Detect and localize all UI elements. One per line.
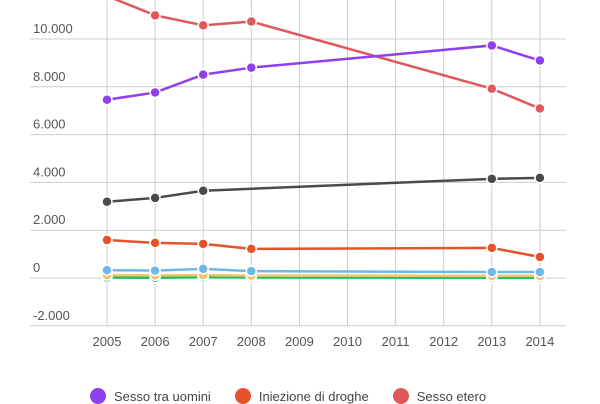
x-tick-label: 2013 — [477, 334, 506, 349]
data-point — [535, 173, 545, 183]
data-point — [150, 193, 160, 203]
series-line — [107, 178, 540, 202]
series-line — [107, 240, 540, 257]
data-point — [487, 84, 497, 94]
y-tick-label: 2.000 — [33, 212, 66, 227]
x-tick-label: 2005 — [93, 334, 122, 349]
data-point — [535, 267, 545, 277]
y-tick-label: 8.000 — [33, 69, 66, 84]
legend-label: Iniezione di droghe — [259, 389, 369, 404]
data-point — [198, 20, 208, 30]
data-point — [198, 70, 208, 80]
legend: Sesso tra uomini Iniezione di droghe Sesso… — [90, 388, 486, 404]
legend-label: Sesso tra uomini — [114, 389, 211, 404]
data-point — [487, 174, 497, 184]
legend-label: Sesso etero — [417, 389, 486, 404]
legend-swatch — [235, 388, 251, 404]
data-point — [150, 10, 160, 20]
data-point — [102, 95, 112, 105]
data-point — [102, 0, 112, 1]
x-tick-label: 2011 — [382, 334, 410, 349]
data-point — [150, 88, 160, 98]
x-tick-label: 2007 — [189, 334, 218, 349]
x-tick-label: 2009 — [285, 334, 314, 349]
legend-item: Sesso etero — [393, 388, 486, 404]
x-tick-label: 2008 — [237, 334, 266, 349]
x-tick-label: 2006 — [141, 334, 170, 349]
data-point — [102, 235, 112, 245]
series-line — [107, 45, 540, 99]
x-tick-label: 2014 — [525, 334, 554, 349]
y-tick-label: 6.000 — [33, 117, 66, 132]
data-point — [150, 266, 160, 276]
data-point — [246, 17, 256, 27]
legend-swatch — [393, 388, 409, 404]
data-point — [150, 238, 160, 248]
x-tick-label: 2010 — [333, 334, 362, 349]
data-point — [535, 252, 545, 262]
series-line — [107, 0, 540, 109]
data-point — [246, 244, 256, 254]
legend-swatch — [90, 388, 106, 404]
data-point — [487, 267, 497, 277]
series-line — [107, 275, 540, 276]
data-point — [535, 56, 545, 66]
data-point — [198, 264, 208, 274]
data-point — [102, 265, 112, 275]
data-point — [102, 197, 112, 207]
y-tick-label: 4.000 — [33, 164, 66, 179]
series-line — [107, 269, 540, 272]
y-tick-label: 0 — [33, 260, 40, 275]
legend-item: Iniezione di droghe — [235, 388, 369, 404]
legend-item: Sesso tra uomini — [90, 388, 211, 404]
data-point — [535, 104, 545, 114]
y-tick-label: 10.000 — [33, 21, 73, 36]
data-point — [487, 40, 497, 50]
data-point — [198, 186, 208, 196]
data-point — [246, 63, 256, 73]
data-point — [487, 243, 497, 253]
y-tick-label: -2.000 — [33, 308, 70, 323]
data-point — [246, 266, 256, 276]
x-tick-label: 2012 — [429, 334, 458, 349]
data-point — [198, 239, 208, 249]
